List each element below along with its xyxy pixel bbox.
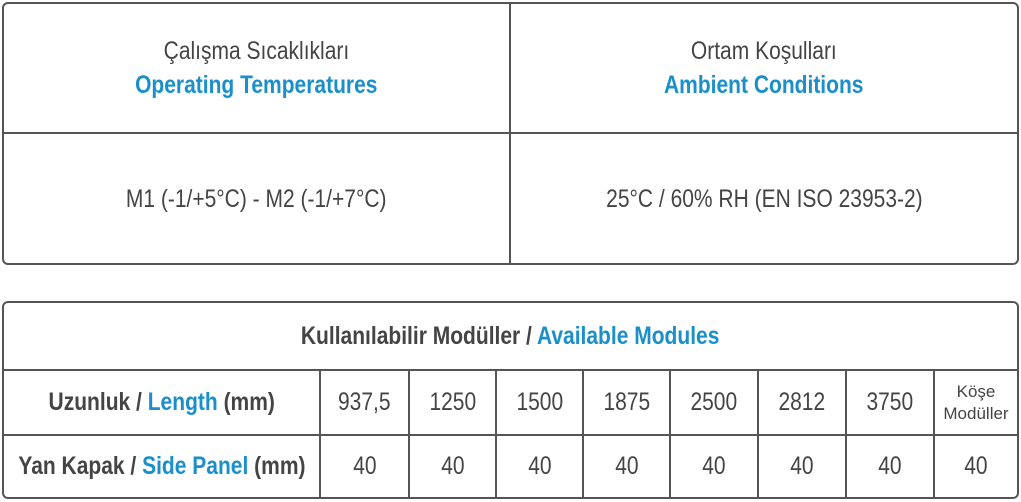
- header-tr: Ortam Koşulları: [691, 37, 837, 65]
- value-text: M1 (-1/+5°C) - M2 (-1/+7°C): [126, 184, 387, 213]
- cell-text: 3750: [866, 388, 914, 416]
- value-cell: 40: [935, 434, 1017, 497]
- cell-text: 1875: [603, 388, 650, 416]
- value-cell: 3750: [847, 369, 935, 434]
- cell-text: 40: [790, 452, 814, 480]
- header-en: Operating Temperatures: [135, 71, 378, 99]
- label-en: Side Panel: [141, 452, 248, 480]
- value-cell: 40: [847, 434, 935, 497]
- value-cell: 1875: [584, 369, 671, 434]
- cell-text: Köşe Modüller: [943, 381, 1009, 423]
- cell-text: 2812: [778, 388, 826, 416]
- value-cell: 2500: [671, 369, 759, 434]
- value-text: 25°C / 60% RH (EN ISO 23953-2): [605, 184, 923, 213]
- cell-text: 40: [702, 452, 726, 480]
- title-text: Kullanılabilir Modüller / Available Modu…: [301, 322, 720, 351]
- cell-text: 1250: [429, 388, 476, 416]
- value-cell: 1250: [410, 369, 497, 434]
- value-cell: M1 (-1/+5°C) - M2 (-1/+7°C): [4, 134, 511, 263]
- cell-text: 1500: [516, 388, 563, 416]
- label-unit: (mm): [223, 388, 275, 416]
- label-tr: Yan Kapak /: [17, 452, 136, 480]
- value-cell: Köşe Modüller: [935, 369, 1017, 434]
- header-tr: Çalışma Sıcaklıkları: [163, 37, 350, 65]
- value-cell: 1500: [497, 369, 584, 434]
- value-cell: 40: [584, 434, 671, 497]
- title-en: Available Modules: [537, 321, 720, 350]
- cell-text: 40: [352, 452, 377, 480]
- label-unit: (mm): [253, 452, 306, 480]
- value-cell: 40: [410, 434, 497, 497]
- row-label-cell: Yan Kapak / Side Panel (mm): [4, 434, 321, 497]
- cell-text: 40: [878, 452, 902, 480]
- row-label-cell: Uzunluk / Length (mm): [4, 369, 321, 434]
- conditions-table: Çalışma Sıcaklıkları Operating Temperatu…: [2, 2, 1019, 265]
- header-cell: Ortam Koşulları Ambient Conditions: [511, 4, 1017, 134]
- row-label: Yan Kapak / Side Panel (mm): [18, 452, 305, 481]
- label-en: Length: [147, 388, 218, 416]
- value-cell: 2812: [759, 369, 847, 434]
- label-tr: Uzunluk /: [48, 388, 142, 416]
- cell-text: 2500: [690, 388, 738, 416]
- cell-text: 40: [440, 452, 465, 480]
- modules-table: Kullanılabilir Modüller / Available Modu…: [2, 301, 1019, 499]
- row-label: Uzunluk / Length (mm): [48, 388, 274, 417]
- cell-text: 40: [527, 452, 552, 480]
- modules-title: Kullanılabilir Modüller / Available Modu…: [4, 303, 1017, 369]
- cell-text: 937,5: [338, 388, 391, 416]
- header-cell: Çalışma Sıcaklıkları Operating Temperatu…: [4, 4, 511, 134]
- cell-text: 40: [614, 452, 639, 480]
- value-cell: 25°C / 60% RH (EN ISO 23953-2): [511, 134, 1017, 263]
- value-cell: 40: [321, 434, 410, 497]
- value-cell: 40: [497, 434, 584, 497]
- cell-text: 40: [964, 452, 988, 480]
- header-en: Ambient Conditions: [664, 71, 864, 99]
- value-cell: 40: [671, 434, 759, 497]
- value-cell: 937,5: [321, 369, 410, 434]
- value-cell: 40: [759, 434, 847, 497]
- title-tr: Kullanılabilir Modüller /: [301, 321, 533, 350]
